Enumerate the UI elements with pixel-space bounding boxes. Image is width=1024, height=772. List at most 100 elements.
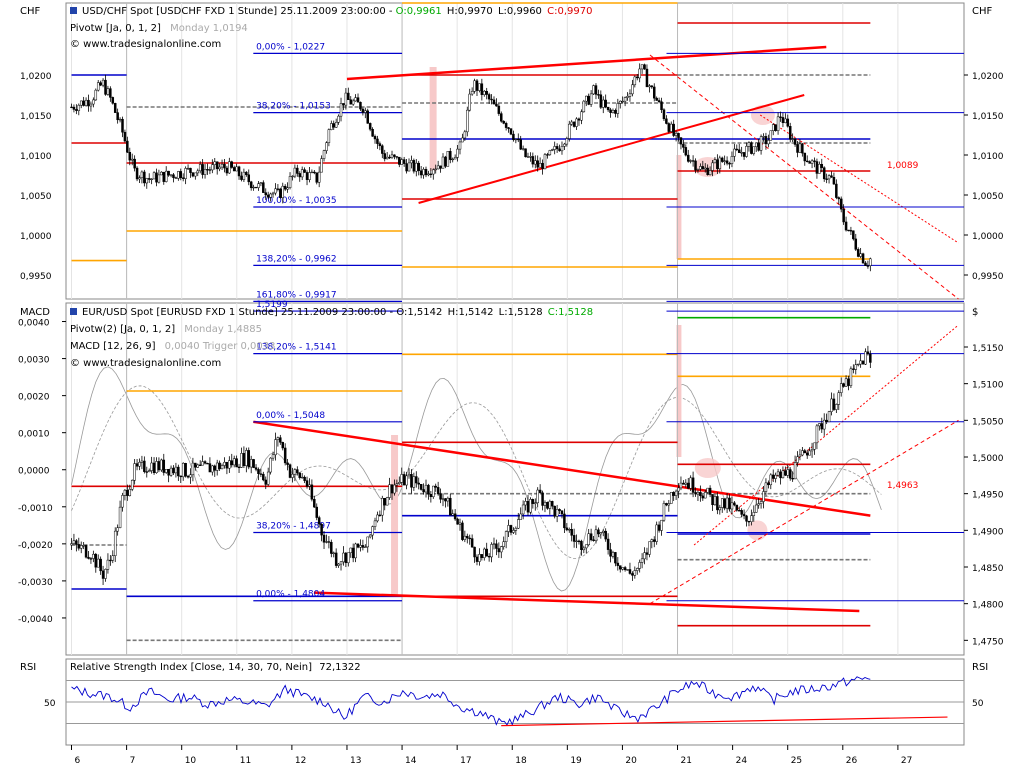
usdchf-candle-body-173 — [490, 98, 493, 101]
x-tick-label-7: 17 — [460, 756, 471, 766]
eurusd-candle-body-146 — [424, 484, 428, 493]
usdchf-candle-body-22 — [123, 131, 127, 142]
eurusd-candle-body-19 — [116, 527, 119, 532]
eurusd-candle-body-271 — [728, 497, 731, 510]
usdchf-candle-body-147 — [427, 173, 430, 176]
usdchf-ytick-left-label-4: 1,0000 — [20, 232, 52, 242]
eurusd-candle-body-98 — [308, 484, 311, 487]
eurusd-header: EUR/USD Spot [EURUSD FXD 1 Stunde] 25.11… — [82, 307, 394, 318]
eurusd-candle-body-116 — [351, 547, 355, 559]
eurusd-candle-body-222 — [609, 549, 612, 557]
eurusd-candle-body-248 — [672, 492, 675, 496]
eurusd-candle-body-72 — [245, 450, 248, 466]
eurusd-high: H:1,5142 — [448, 307, 494, 318]
eurusd-candle-body-36 — [157, 461, 161, 471]
usdchf-candle-body-270 — [725, 160, 729, 164]
usdchf-candle-body-13 — [101, 79, 105, 86]
eurusd-candle-body-324 — [856, 363, 860, 366]
eurusd-candle-body-196 — [546, 502, 549, 509]
eurusd-candle-body-249 — [674, 490, 678, 496]
usdchf-candle-body-125 — [373, 136, 377, 140]
eurusd-candle-body-237 — [645, 552, 649, 555]
usdchf-candle-body-43 — [174, 177, 178, 179]
usdchf-candle-body-56 — [206, 169, 209, 171]
eurusd-candle-body-140 — [410, 474, 413, 488]
usdchf-high: H:0,9970 — [447, 6, 493, 17]
eurusd-candle-body-232 — [633, 570, 637, 576]
usdchf-candle-body-93 — [296, 167, 299, 174]
usdchf-candle-body-209 — [577, 118, 581, 121]
eurusd-candle-body-17 — [111, 555, 115, 561]
usdchf-close: C:0,9970 — [547, 6, 592, 17]
eurusd-candle-body-88 — [283, 447, 287, 464]
eurusd-candle-body-277 — [742, 514, 746, 517]
eurusd-candle-body-32 — [147, 470, 151, 473]
eurusd-candle-body-328 — [866, 351, 870, 355]
eurusd-candle-body-33 — [150, 462, 153, 471]
usdchf-candle-body-236 — [643, 64, 646, 70]
eurusd-candle-body-134 — [395, 483, 399, 486]
eurusd-candle-body-300 — [798, 454, 802, 457]
eurusd-candle-body-160 — [458, 522, 462, 525]
usdchf-candle-body-81 — [266, 194, 270, 198]
rsi-chart-layer: 50 50 — [44, 676, 984, 727]
eurusd-candle-body-141 — [412, 476, 416, 488]
eurusd-candle-body-12 — [99, 558, 102, 572]
eurusd-candle-body-80 — [264, 479, 268, 485]
usdchf-candle-body-155 — [446, 151, 450, 167]
usdchf-candle-body-229 — [626, 95, 629, 98]
eurusd-candle-body-59 — [213, 465, 217, 471]
eurusd-candle-body-76 — [254, 467, 258, 470]
eurusd-ytick-label-1: 1,5100 — [972, 381, 1004, 391]
eurusd-candle-body-121 — [364, 546, 367, 548]
usdchf-candle-body-240 — [652, 86, 656, 99]
eurusd-candle-body-51 — [194, 462, 197, 468]
usdchf-candle-body-47 — [184, 168, 187, 179]
eurusd-candle-body-57 — [208, 463, 212, 473]
eurusd-candle-body-40 — [167, 469, 170, 476]
usdchf-dashed-down — [649, 54, 959, 300]
eurusd-candle-body-254 — [686, 482, 690, 489]
usdchf-pivot-label: Pivotw [Ja, 0, 1, 2] Monday 1,0194 — [70, 23, 248, 34]
eurusd-candle-body-177 — [500, 546, 503, 553]
eurusd-candle-body-165 — [470, 538, 474, 548]
eurusd-candle-body-241 — [655, 524, 658, 542]
usdchf-candle-body-60 — [215, 161, 219, 170]
eurusd-candle-body-31 — [145, 471, 149, 473]
usdchf-candle-body-291 — [776, 116, 780, 131]
usdchf-candle-body-269 — [723, 160, 726, 162]
usdchf-candle-body-328 — [866, 265, 870, 267]
usdchf-candle-body-216 — [594, 85, 598, 95]
eurusd-candle-body-99 — [310, 484, 314, 500]
usdchf-candle-body-88 — [283, 185, 287, 190]
eurusd-candle-body-117 — [354, 543, 357, 559]
usdchf-candle-body-271 — [728, 163, 731, 165]
eurusd-candle-body-304 — [808, 450, 811, 456]
usdchf-candle-body-162 — [463, 131, 467, 139]
usdchf-candle-body-306 — [813, 160, 816, 162]
usdchf-ytick-label-2: 1,0100 — [972, 152, 1004, 162]
eurusd-candle-body-185 — [519, 513, 522, 520]
usdchf-candle-body-137 — [402, 159, 406, 164]
eurusd-candle-body-143 — [417, 482, 420, 485]
eurusd-candle-body-52 — [196, 464, 200, 468]
eurusd-candle-body-10 — [94, 553, 98, 568]
eurusd-candle-body-252 — [682, 482, 685, 485]
eurusd-watermark: © www.tradesignalonline.com — [70, 358, 221, 369]
usdchf-candle-body-24 — [128, 152, 132, 161]
usdchf-candle-body-317 — [839, 198, 843, 210]
usdchf-candle-body-77 — [257, 183, 260, 188]
usdchf-candle-body-119 — [359, 101, 362, 110]
eurusd-candle-body-202 — [560, 510, 564, 515]
usdchf-candle-body-17 — [111, 97, 115, 104]
usdchf-candle-body-157 — [451, 158, 454, 161]
eurusd-candle-body-101 — [315, 506, 318, 518]
usdchf-series-marker — [70, 7, 77, 14]
eurusd-candle-body-14 — [104, 569, 107, 579]
usdchf-candle-body-58 — [211, 164, 214, 171]
usdchf-candle-body-109 — [334, 122, 338, 128]
usdchf-candle-body-33 — [150, 178, 153, 181]
eurusd-candle-body-169 — [480, 554, 484, 558]
usdchf-candle-body-159 — [456, 148, 459, 158]
usdchf-dotted-down — [759, 114, 959, 244]
